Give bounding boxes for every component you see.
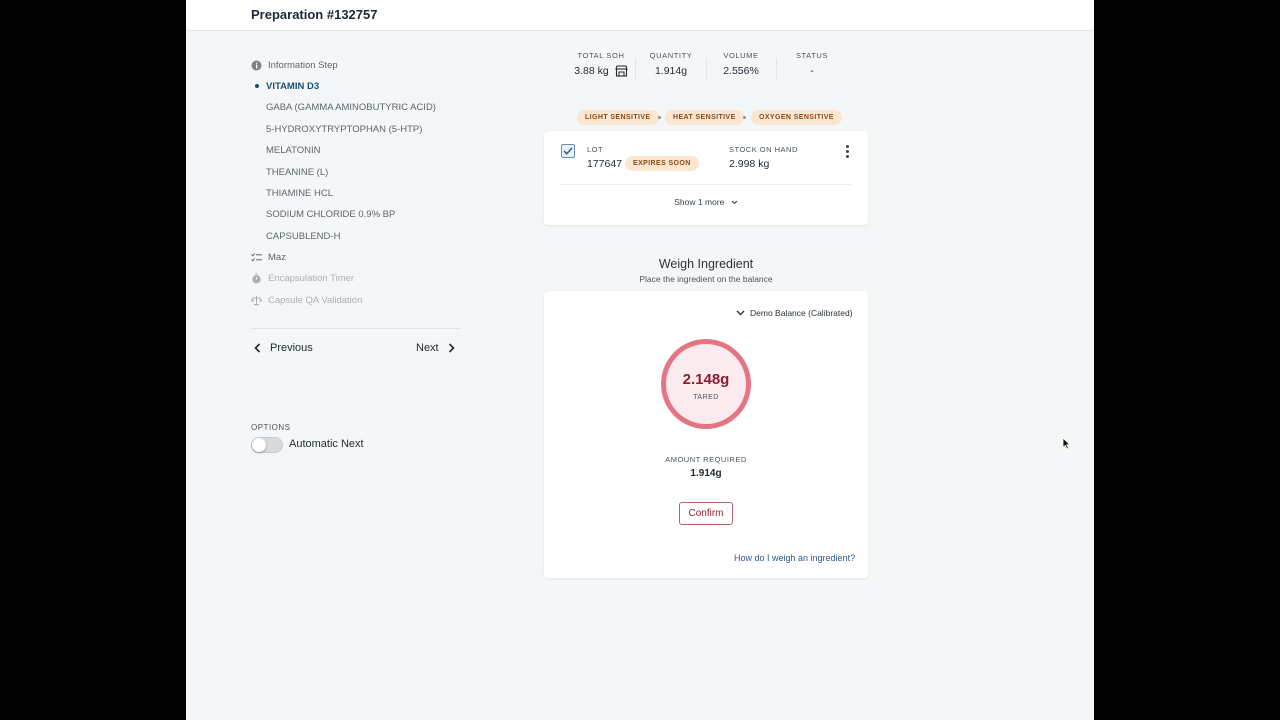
store-icon[interactable] <box>614 65 628 77</box>
sidebar-step-label: CAPSUBLEND-H <box>266 230 341 242</box>
stat-divider <box>635 58 636 80</box>
stock-on-hand-label: STOCK ON HAND <box>729 145 798 154</box>
amount-required-value: 1.914g <box>690 468 722 479</box>
help-link[interactable]: How do I weigh an ingredient? <box>734 553 856 563</box>
weigh-subtitle: Place the ingredient on the balance <box>639 274 773 284</box>
stopwatch-icon <box>251 273 262 284</box>
badge-light-sensitive: LIGHT SENSITIVE <box>577 110 659 125</box>
balance-label: Demo Balance (Calibrated) <box>750 308 853 318</box>
previous-label: Previous <box>270 342 313 354</box>
show-more-button[interactable]: Show 1 more <box>544 197 868 207</box>
sidebar-step-vitamin-d3[interactable]: VITAMIN D3 <box>255 76 320 96</box>
lot-number: 177647 <box>587 158 623 170</box>
previous-button[interactable]: Previous <box>254 338 313 358</box>
sidebar-step-sodium-chloride[interactable]: SODIUM CHLORIDE 0.9% BP <box>266 204 395 224</box>
confirm-button[interactable]: Confirm <box>679 502 733 525</box>
mouse-cursor-icon <box>1062 437 1071 455</box>
stat-value: 1.914g <box>654 65 688 77</box>
checkmark-icon <box>563 147 573 155</box>
badge-separator <box>743 116 746 119</box>
stat-status: STATUS - <box>782 51 842 77</box>
weigh-title: Weigh Ingredient <box>658 257 754 271</box>
active-step-indicator <box>255 84 259 88</box>
automatic-next-label: Automatic Next <box>289 438 364 450</box>
chevron-left-icon <box>254 343 261 353</box>
stat-value: 3.88 kg <box>574 65 609 77</box>
stat-value: 2.556% <box>723 65 759 77</box>
stat-volume: VOLUME 2.556% <box>711 51 771 77</box>
badge-heat-sensitive: HEAT SENSITIVE <box>665 110 744 125</box>
sidebar-step-gaba[interactable]: GABA (GAMMA AMINOBUTYRIC ACID) <box>266 97 436 117</box>
toggle-knob <box>252 438 266 452</box>
lot-card: LOT 177647 EXPIRES SOON STOCK ON HAND 2.… <box>544 131 868 225</box>
app-window: Preparation #132757 Information Step VIT… <box>186 0 1094 720</box>
lot-divider <box>560 184 852 185</box>
sidebar-step-encapsulation-timer[interactable]: Encapsulation Timer <box>251 268 354 288</box>
sidebar-step-5-htp[interactable]: 5-HYDROXYTRYPTOPHAN (5-HTP) <box>266 119 422 139</box>
page-title: Preparation #132757 <box>251 7 378 22</box>
stat-quantity: QUANTITY 1.914g <box>641 51 701 77</box>
expires-soon-badge: EXPIRES SOON <box>625 156 699 171</box>
stat-label: TOTAL SOH <box>577 51 625 60</box>
sidebar-divider <box>251 328 460 329</box>
lot-label: LOT <box>587 145 604 154</box>
lot-checkbox[interactable] <box>561 144 575 158</box>
automatic-next-toggle[interactable] <box>251 437 283 453</box>
sidebar-step-label: Information Step <box>268 59 338 71</box>
top-bar: Preparation #132757 <box>186 0 1094 31</box>
stat-total-soh: TOTAL SOH 3.88 kg <box>566 51 636 77</box>
sidebar-step-label: THIAMINE HCL <box>266 187 334 199</box>
next-button[interactable]: Next <box>416 338 455 358</box>
stat-label: QUANTITY <box>649 51 693 60</box>
weight-reading: 2.148g <box>682 371 730 388</box>
badge-oxygen-sensitive: OXYGEN SENSITIVE <box>751 110 842 125</box>
info-icon <box>251 60 262 71</box>
balance-selector[interactable]: Demo Balance (Calibrated) <box>736 308 853 318</box>
chevron-down-icon <box>731 200 738 205</box>
amount-required-label: AMOUNT REQUIRED <box>665 455 747 464</box>
sidebar-step-label: VITAMIN D3 <box>266 80 320 92</box>
sidebar-step-label: THEANINE (L) <box>266 166 329 178</box>
show-more-label: Show 1 more <box>674 197 725 207</box>
sidebar-step-label: Encapsulation Timer <box>268 272 355 284</box>
stock-on-hand-value: 2.998 kg <box>729 158 770 170</box>
sidebar-step-label: GABA (GAMMA AMINOBUTYRIC ACID) <box>266 101 436 113</box>
sidebar-step-label: 5-HYDROXYTRYPTOPHAN (5-HTP) <box>266 123 423 135</box>
stat-divider <box>706 58 707 80</box>
sidebar-step-information[interactable]: Information Step <box>251 55 338 75</box>
sidebar-step-thiamine[interactable]: THIAMINE HCL <box>266 183 333 203</box>
sidebar-step-label: MELATONIN <box>266 144 321 156</box>
sidebar-step-capsublend[interactable]: CAPSUBLEND-H <box>266 226 340 246</box>
stat-label: VOLUME <box>723 51 759 60</box>
sidebar-step-maz[interactable]: Maz <box>251 247 286 267</box>
scale-icon <box>251 295 262 306</box>
next-label: Next <box>416 342 439 354</box>
stat-label: STATUS <box>795 51 829 60</box>
sidebar-step-label: SODIUM CHLORIDE 0.9% BP <box>266 208 396 220</box>
weigh-card: Demo Balance (Calibrated) 2.148g TARED A… <box>544 291 868 578</box>
stat-divider <box>776 58 777 80</box>
sidebar-step-capsule-qa[interactable]: Capsule QA Validation <box>251 290 362 310</box>
sidebar-step-label: Capsule QA Validation <box>268 294 363 306</box>
badge-separator <box>658 116 661 119</box>
chevron-right-icon <box>448 343 455 353</box>
weight-reading-gauge: 2.148g TARED <box>661 339 751 429</box>
sidebar-step-theanine[interactable]: THEANINE (L) <box>266 162 328 182</box>
options-heading: OPTIONS <box>251 423 291 432</box>
chevron-down-icon <box>736 310 745 316</box>
sidebar-step-label: Maz <box>268 251 286 263</box>
checklist-icon <box>251 252 262 263</box>
stat-value: - <box>810 65 814 77</box>
sidebar-step-melatonin[interactable]: MELATONIN <box>266 140 321 160</box>
more-options-icon[interactable] <box>841 143 853 159</box>
tared-label: TARED <box>693 394 719 401</box>
